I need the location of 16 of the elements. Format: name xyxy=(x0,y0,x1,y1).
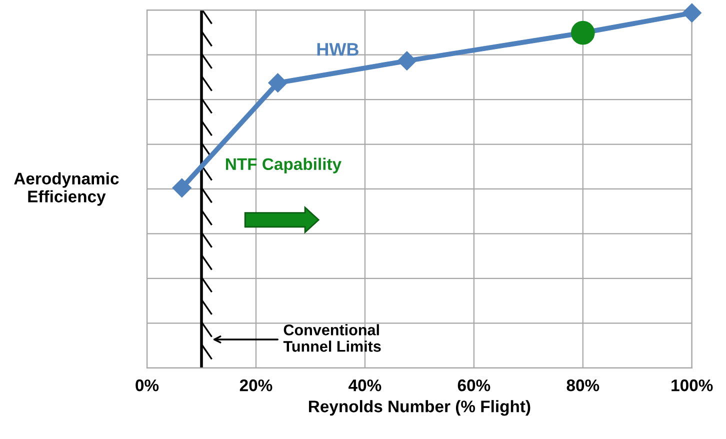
x-tick-label: 80% xyxy=(566,379,600,392)
y-axis-title: Aerodynamic Efficiency xyxy=(14,172,119,206)
x-tick-label: 40% xyxy=(348,379,382,392)
x-tick-label: 20% xyxy=(240,379,272,392)
x-tick-label: 0% xyxy=(136,379,159,392)
point xyxy=(682,3,702,22)
point xyxy=(172,178,192,198)
annotation: NTF Capability xyxy=(226,158,342,174)
point xyxy=(571,20,595,45)
x-tick-label: 60% xyxy=(458,379,490,392)
point xyxy=(268,73,288,92)
series-label: HWB xyxy=(317,43,358,56)
x-tick-label: 100% xyxy=(672,379,713,392)
x-axis-title: Reynolds Number (% Flight) xyxy=(308,400,530,416)
point xyxy=(397,51,416,70)
annotation: Conventional Tunnel Limits xyxy=(283,324,381,352)
